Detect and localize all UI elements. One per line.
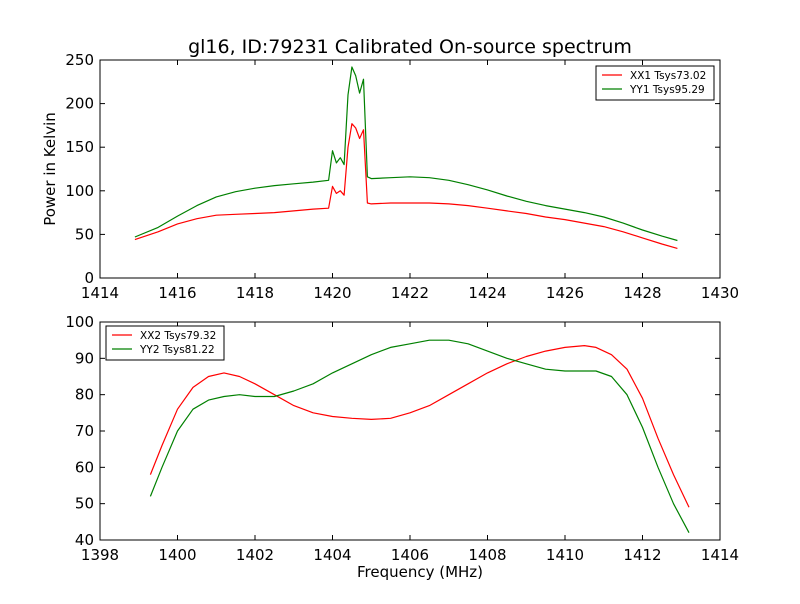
x-tick-label: 1418 xyxy=(236,284,274,302)
y-tick-label: 60 xyxy=(75,458,94,476)
legend-label: XX1 Tsys73.02 xyxy=(630,70,706,82)
y-tick-label: 50 xyxy=(75,225,94,243)
x-tick-label: 1402 xyxy=(236,546,274,564)
top-axes: 1414 1416 1418 1420 1422 1424 1426 1428 1430 0 50 1… xyxy=(41,51,739,302)
y-tick-label: 150 xyxy=(65,138,94,156)
y-tick-label: 250 xyxy=(65,51,94,69)
legend: XX1 Tsys73.02 YY1 Tsys95.29 xyxy=(595,65,715,101)
series-line-yy1-tsys95-29 xyxy=(134,66,678,242)
y-tick-label: 200 xyxy=(65,95,94,113)
x-tick-label: 1422 xyxy=(391,284,429,302)
y-tick-label: 40 xyxy=(75,531,94,549)
legend-box xyxy=(595,65,715,101)
y-tick-label: 0 xyxy=(84,269,94,287)
y-tick-label: 50 xyxy=(75,495,94,513)
legend-label: XX2 Tsys79.32 xyxy=(140,330,216,342)
y-tick-label: 80 xyxy=(75,386,94,404)
chart-title: gl16, ID:79231 Calibrated On-source spec… xyxy=(188,36,632,58)
x-tick-label: 1412 xyxy=(623,546,661,564)
y-axis-label: Power in Kelvin xyxy=(41,112,59,226)
x-tick-label: 1410 xyxy=(546,546,584,564)
legend-box xyxy=(105,325,225,361)
x-tick-label: 1400 xyxy=(158,546,196,564)
x-axis-label: Frequency (MHz) xyxy=(357,563,483,581)
x-tick-label: 1414 xyxy=(81,284,119,302)
x-tick-label: 1424 xyxy=(468,284,506,302)
x-tick-label: 1430 xyxy=(701,284,739,302)
x-tick-label: 1416 xyxy=(158,284,196,302)
bottom-axes: 1398 1400 1402 1404 1406 1408 1410 1412 1414 40 50… xyxy=(65,313,739,581)
legend: XX2 Tsys79.32 YY2 Tsys81.22 xyxy=(105,325,225,361)
y-tick-label: 100 xyxy=(65,313,94,331)
legend-label: YY2 Tsys81.22 xyxy=(139,344,215,356)
y-tick-label: 100 xyxy=(65,182,94,200)
x-tick-label: 1428 xyxy=(623,284,661,302)
x-tick-label: 1426 xyxy=(546,284,584,302)
series-line-yy2-tsys81-22 xyxy=(149,339,690,533)
x-tick-label: 1420 xyxy=(313,284,351,302)
y-tick-label: 90 xyxy=(75,349,94,367)
x-tick-label: 1406 xyxy=(391,546,429,564)
x-tick-label: 1404 xyxy=(313,546,351,564)
x-tick-label: 1398 xyxy=(81,546,119,564)
series-line-xx2-tsys79-32 xyxy=(149,345,690,508)
x-tick-label: 1408 xyxy=(468,546,506,564)
y-tick-label: 70 xyxy=(75,422,94,440)
series-line-xx1-tsys73-02 xyxy=(134,123,678,249)
x-tick-label: 1414 xyxy=(701,546,739,564)
legend-label: YY1 Tsys95.29 xyxy=(629,84,705,96)
